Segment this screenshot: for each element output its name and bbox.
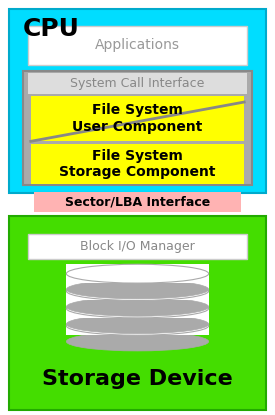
- Text: File System
Storage Component: File System Storage Component: [59, 149, 216, 179]
- FancyBboxPatch shape: [28, 25, 247, 65]
- Polygon shape: [66, 299, 209, 318]
- Ellipse shape: [66, 280, 209, 299]
- FancyBboxPatch shape: [28, 73, 247, 94]
- Ellipse shape: [66, 299, 209, 318]
- FancyBboxPatch shape: [31, 144, 244, 183]
- Polygon shape: [66, 316, 209, 335]
- Text: Block I/O Manager: Block I/O Manager: [80, 240, 195, 253]
- FancyBboxPatch shape: [23, 71, 252, 185]
- Text: Applications: Applications: [95, 38, 180, 52]
- Ellipse shape: [66, 316, 209, 335]
- Ellipse shape: [66, 315, 209, 334]
- Polygon shape: [66, 264, 209, 283]
- Text: Sector/LBA Interface: Sector/LBA Interface: [65, 195, 210, 208]
- Ellipse shape: [66, 264, 209, 283]
- Ellipse shape: [66, 297, 209, 316]
- FancyBboxPatch shape: [34, 192, 241, 212]
- Polygon shape: [66, 282, 209, 300]
- Ellipse shape: [66, 282, 209, 300]
- FancyBboxPatch shape: [28, 234, 247, 259]
- Text: System Call Interface: System Call Interface: [70, 77, 205, 90]
- Text: File System
User Component: File System User Component: [72, 103, 203, 134]
- FancyBboxPatch shape: [31, 96, 244, 142]
- FancyBboxPatch shape: [9, 216, 266, 410]
- Ellipse shape: [66, 332, 209, 351]
- FancyBboxPatch shape: [9, 9, 266, 193]
- Text: Storage Device: Storage Device: [42, 369, 233, 390]
- Text: CPU: CPU: [23, 17, 79, 41]
